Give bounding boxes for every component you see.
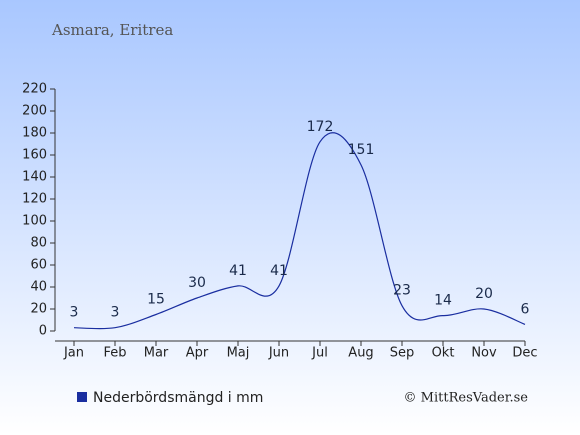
chart-title: Asmara, Eritrea	[51, 21, 173, 39]
y-tick-label: 60	[30, 258, 47, 273]
y-tick-label: 0	[39, 324, 47, 339]
x-tick-label: Jan	[63, 346, 84, 361]
data-label: 23	[393, 283, 411, 299]
legend-label: Nederbördsmängd i mm	[93, 390, 263, 406]
y-tick-label: 100	[22, 214, 47, 229]
x-tick-label: Feb	[103, 346, 126, 361]
data-label: 20	[475, 286, 493, 302]
y-tick-label: 40	[30, 280, 47, 295]
data-label: 14	[434, 293, 452, 309]
x-tick-label: Maj	[227, 346, 250, 361]
x-tick-label: Mar	[144, 346, 169, 361]
y-tick-label: 160	[22, 148, 47, 163]
copyright: © MittResVader.se	[404, 391, 529, 406]
data-label: 6	[521, 301, 530, 317]
data-label: 3	[111, 305, 120, 321]
legend-swatch	[77, 392, 87, 402]
line	[73, 132, 526, 330]
x-tick-label: Aug	[348, 346, 373, 361]
data-label: 3	[70, 305, 79, 321]
y-tick-label: 220	[22, 82, 47, 97]
x-tick-label: Okt	[432, 346, 455, 361]
x-tick-label: Jul	[311, 346, 328, 361]
data-label: 41	[229, 263, 247, 279]
data-label: 30	[188, 275, 206, 291]
data-label: 41	[270, 263, 288, 279]
data-label: 172	[307, 119, 334, 135]
x-tick-label: Apr	[186, 346, 209, 361]
x-tick-label: Dec	[512, 346, 537, 361]
y-tick-label: 140	[22, 170, 47, 185]
x-tick-label: Nov	[471, 346, 497, 361]
y-tick-label: 200	[22, 104, 47, 119]
y-tick-label: 180	[22, 126, 47, 141]
x-tick-label: Sep	[390, 346, 415, 361]
y-tick-label: 20	[30, 302, 47, 317]
y-tick-label: 80	[30, 236, 47, 251]
data-label: 151	[348, 142, 375, 158]
x-tick-label: Jun	[268, 346, 289, 361]
y-tick-label: 120	[22, 192, 47, 207]
data-label: 15	[147, 292, 165, 308]
